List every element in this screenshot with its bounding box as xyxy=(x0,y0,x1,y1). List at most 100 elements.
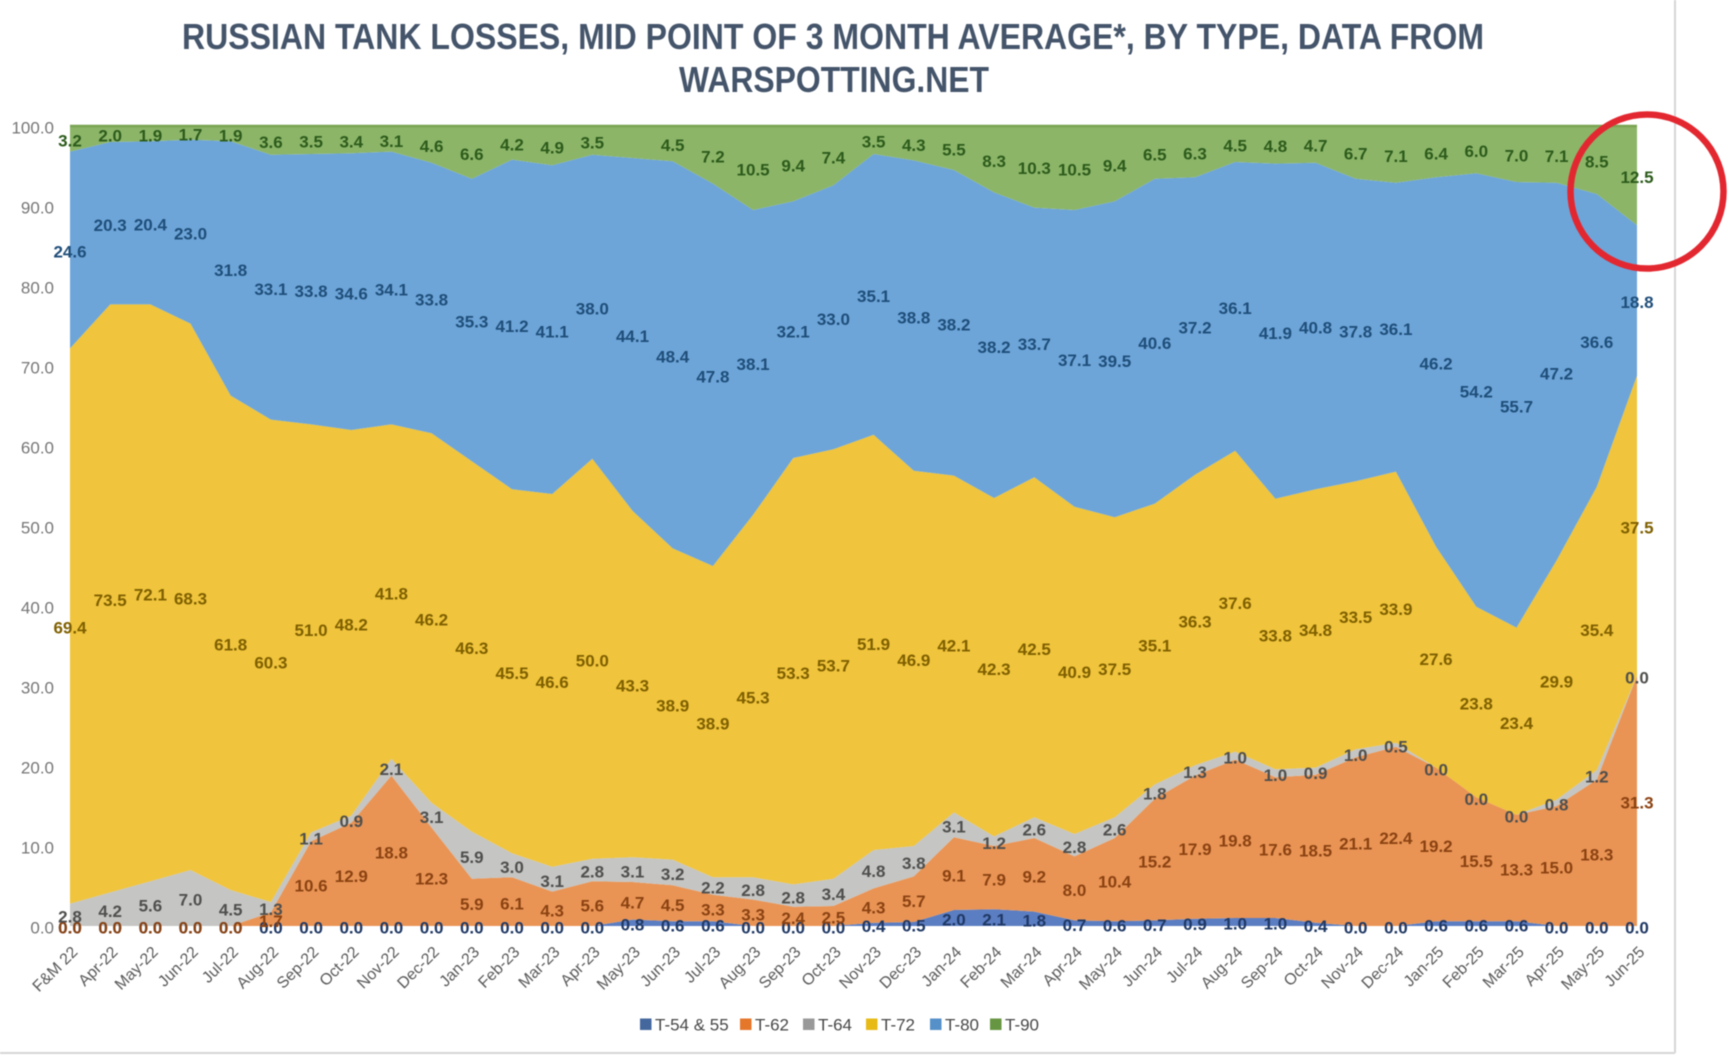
svg-text:37.8: 37.8 xyxy=(1339,323,1372,342)
svg-text:1.9: 1.9 xyxy=(139,126,163,145)
svg-text:3.6: 3.6 xyxy=(259,133,283,152)
svg-text:0.5: 0.5 xyxy=(902,917,926,936)
svg-text:3.2: 3.2 xyxy=(58,132,82,151)
svg-text:7.4: 7.4 xyxy=(822,148,846,167)
svg-text:31.8: 31.8 xyxy=(214,261,247,280)
svg-text:40.0: 40.0 xyxy=(21,598,54,617)
svg-text:18.8: 18.8 xyxy=(1620,293,1653,312)
svg-text:45.3: 45.3 xyxy=(737,689,770,708)
svg-text:12.5: 12.5 xyxy=(1620,168,1653,187)
svg-text:0.0: 0.0 xyxy=(1625,668,1649,687)
svg-text:0.0: 0.0 xyxy=(1424,760,1448,779)
svg-text:0.9: 0.9 xyxy=(1304,764,1328,783)
svg-text:0.0: 0.0 xyxy=(580,919,604,938)
svg-text:2.1: 2.1 xyxy=(982,910,1006,929)
svg-text:33.0: 33.0 xyxy=(817,310,850,329)
svg-text:42.1: 42.1 xyxy=(937,637,970,656)
svg-text:27.6: 27.6 xyxy=(1420,650,1453,669)
svg-text:17.6: 17.6 xyxy=(1259,840,1292,859)
svg-text:15.2: 15.2 xyxy=(1138,852,1171,871)
svg-text:51.0: 51.0 xyxy=(295,621,328,640)
svg-text:6.5: 6.5 xyxy=(1143,146,1167,165)
svg-text:1.9: 1.9 xyxy=(219,126,243,145)
svg-text:35.4: 35.4 xyxy=(1580,621,1614,640)
svg-text:38.2: 38.2 xyxy=(937,316,970,335)
svg-text:46.6: 46.6 xyxy=(536,673,569,692)
svg-text:41.9: 41.9 xyxy=(1259,324,1292,343)
svg-text:T-90: T-90 xyxy=(1005,1016,1039,1035)
svg-text:6.6: 6.6 xyxy=(460,145,484,164)
svg-text:72.1: 72.1 xyxy=(134,586,167,605)
svg-text:36.1: 36.1 xyxy=(1379,320,1412,339)
svg-text:2.8: 2.8 xyxy=(1063,838,1087,857)
svg-text:T-64: T-64 xyxy=(818,1016,852,1035)
svg-text:1.8: 1.8 xyxy=(1022,912,1046,931)
svg-text:4.3: 4.3 xyxy=(540,902,564,921)
svg-text:100.0: 100.0 xyxy=(11,118,54,137)
svg-text:4.5: 4.5 xyxy=(661,896,685,915)
svg-text:4.7: 4.7 xyxy=(621,894,645,913)
svg-text:4.5: 4.5 xyxy=(1223,137,1247,156)
svg-text:60.3: 60.3 xyxy=(254,654,287,673)
svg-text:0.0: 0.0 xyxy=(1585,919,1609,938)
svg-text:0.6: 0.6 xyxy=(1103,916,1127,935)
svg-text:46.9: 46.9 xyxy=(897,651,930,670)
svg-text:5.9: 5.9 xyxy=(460,895,484,914)
svg-text:0.6: 0.6 xyxy=(701,916,725,935)
svg-text:WARSPOTTING.NET: WARSPOTTING.NET xyxy=(679,59,989,100)
svg-text:53.7: 53.7 xyxy=(817,657,850,676)
svg-text:18.3: 18.3 xyxy=(1580,846,1613,865)
svg-text:34.6: 34.6 xyxy=(335,284,368,303)
svg-text:43.3: 43.3 xyxy=(616,677,649,696)
svg-text:41.2: 41.2 xyxy=(495,317,528,336)
svg-text:4.3: 4.3 xyxy=(862,898,886,917)
svg-text:33.1: 33.1 xyxy=(254,280,287,299)
svg-text:0.5: 0.5 xyxy=(1384,738,1408,757)
svg-text:0.0: 0.0 xyxy=(139,919,163,938)
svg-text:22.4: 22.4 xyxy=(1379,829,1413,848)
svg-text:54.2: 54.2 xyxy=(1460,383,1493,402)
svg-text:41.1: 41.1 xyxy=(536,322,569,341)
svg-text:46.2: 46.2 xyxy=(415,611,448,630)
svg-text:23.0: 23.0 xyxy=(174,224,207,243)
svg-text:0.0: 0.0 xyxy=(219,919,243,938)
svg-text:2.6: 2.6 xyxy=(1103,820,1127,839)
svg-text:0.0: 0.0 xyxy=(1505,808,1529,827)
svg-text:38.8: 38.8 xyxy=(897,308,930,327)
svg-text:1.0: 1.0 xyxy=(1223,915,1247,934)
svg-text:32.1: 32.1 xyxy=(777,322,810,341)
svg-text:69.4: 69.4 xyxy=(53,619,87,638)
svg-text:2.0: 2.0 xyxy=(98,127,122,146)
svg-text:0.0: 0.0 xyxy=(58,919,82,938)
svg-text:0.8: 0.8 xyxy=(1545,796,1569,815)
svg-text:33.5: 33.5 xyxy=(1339,608,1372,627)
svg-text:3.5: 3.5 xyxy=(862,133,886,152)
svg-text:80.0: 80.0 xyxy=(21,278,54,297)
svg-text:18.5: 18.5 xyxy=(1299,842,1332,861)
svg-text:5.7: 5.7 xyxy=(902,892,926,911)
svg-text:36.1: 36.1 xyxy=(1219,299,1252,318)
svg-text:33.9: 33.9 xyxy=(1379,600,1412,619)
svg-text:47.2: 47.2 xyxy=(1540,364,1573,383)
svg-text:3.4: 3.4 xyxy=(822,885,846,904)
svg-text:1.3: 1.3 xyxy=(1183,763,1207,782)
svg-text:19.8: 19.8 xyxy=(1219,832,1252,851)
svg-text:9.1: 9.1 xyxy=(942,866,966,885)
svg-text:50.0: 50.0 xyxy=(576,652,609,671)
svg-text:3.1: 3.1 xyxy=(420,808,444,827)
svg-text:0.0: 0.0 xyxy=(259,919,283,938)
svg-text:3.8: 3.8 xyxy=(902,854,926,873)
svg-text:38.9: 38.9 xyxy=(656,697,689,716)
svg-text:4.6: 4.6 xyxy=(420,137,444,156)
svg-text:60.0: 60.0 xyxy=(21,438,54,457)
svg-text:41.8: 41.8 xyxy=(375,584,408,603)
svg-text:29.9: 29.9 xyxy=(1540,673,1573,692)
svg-text:90.0: 90.0 xyxy=(21,198,54,217)
svg-text:48.4: 48.4 xyxy=(656,348,690,367)
svg-text:0.0: 0.0 xyxy=(98,919,122,938)
svg-text:4.5: 4.5 xyxy=(661,136,685,155)
svg-text:70.0: 70.0 xyxy=(21,358,54,377)
svg-text:33.7: 33.7 xyxy=(1018,335,1051,354)
svg-text:0.0: 0.0 xyxy=(339,919,363,938)
svg-text:68.3: 68.3 xyxy=(174,590,207,609)
